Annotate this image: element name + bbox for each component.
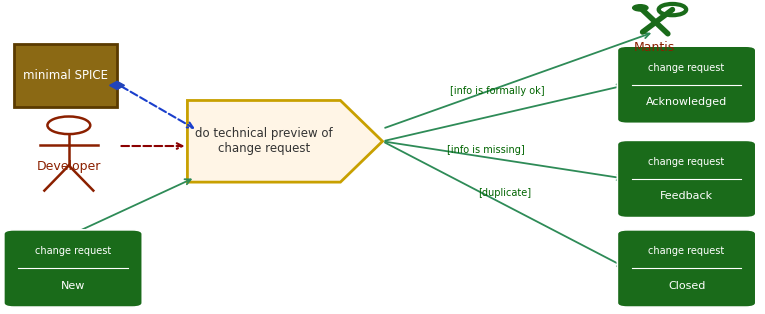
Text: do technical preview of
change request: do technical preview of change request [195, 127, 333, 155]
Text: New: New [61, 281, 85, 291]
Text: change request: change request [649, 157, 724, 167]
Text: change request: change request [649, 62, 724, 73]
Text: Developer: Developer [37, 160, 101, 173]
Text: change request: change request [649, 246, 724, 256]
Text: Mantis: Mantis [633, 41, 675, 54]
Text: Acknowledged: Acknowledged [646, 97, 728, 107]
Text: minimal SPICE: minimal SPICE [23, 69, 108, 82]
Text: [info is formally ok]: [info is formally ok] [450, 86, 545, 96]
Text: change request: change request [35, 246, 111, 256]
Text: Feedback: Feedback [660, 191, 713, 201]
Text: Closed: Closed [668, 281, 705, 291]
FancyBboxPatch shape [14, 44, 117, 107]
Polygon shape [109, 81, 125, 89]
FancyBboxPatch shape [617, 140, 756, 218]
FancyBboxPatch shape [617, 230, 756, 307]
Circle shape [633, 5, 648, 11]
FancyBboxPatch shape [617, 46, 756, 123]
Polygon shape [187, 100, 382, 182]
FancyBboxPatch shape [4, 230, 142, 307]
Text: [duplicate]: [duplicate] [478, 188, 532, 198]
Text: [info is missing]: [info is missing] [447, 145, 525, 155]
